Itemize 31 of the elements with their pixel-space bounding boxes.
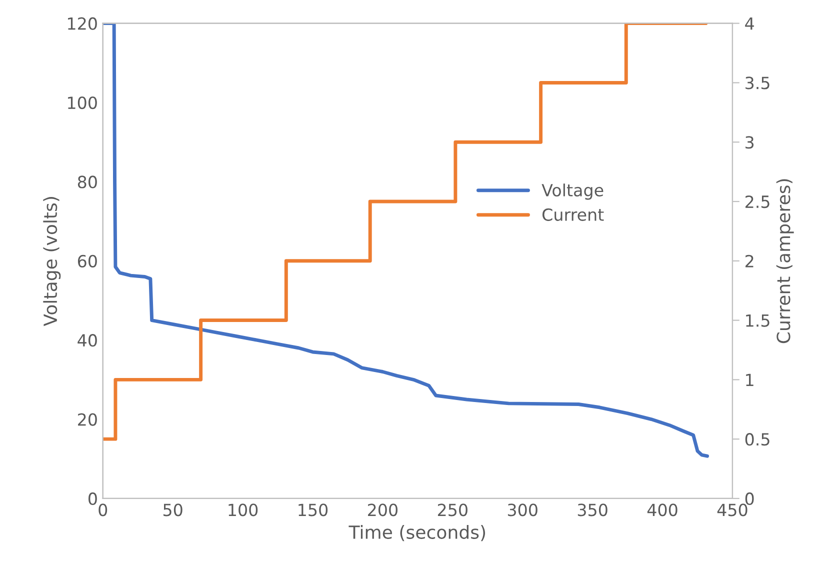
y2-tick-label: 2.5 bbox=[745, 195, 770, 208]
y-tick-label: 100 bbox=[68, 96, 97, 110]
legend-label: Current bbox=[542, 208, 604, 221]
y-tick-label: 80 bbox=[78, 176, 97, 188]
y2-tick-label: 0.5 bbox=[745, 433, 770, 446]
y2-axis-title: Current (amperes) bbox=[776, 179, 794, 344]
y2-tick-label: 3 bbox=[746, 136, 754, 149]
x-tick-label: 0 bbox=[98, 504, 108, 516]
x-tick-label: 200 bbox=[368, 504, 398, 516]
y-tick-label: 40 bbox=[78, 334, 97, 347]
y2-tick-label: 2 bbox=[745, 254, 754, 268]
y-tick-label: 60 bbox=[78, 254, 97, 268]
x-axis-title: Time (seconds) bbox=[348, 525, 486, 542]
y2-tick-label: 0 bbox=[745, 492, 754, 506]
y-axis-title: Voltage (volts) bbox=[43, 197, 61, 326]
y2-tick-label: 1 bbox=[746, 374, 754, 386]
x-tick-label: 250 bbox=[438, 504, 468, 516]
x-tick-label: 400 bbox=[647, 504, 678, 516]
x-tick-label: 100 bbox=[228, 504, 258, 516]
x-tick-label: 450 bbox=[717, 504, 748, 516]
y-tick-label: 20 bbox=[78, 413, 97, 426]
x-tick-label: 300 bbox=[508, 504, 538, 516]
x-tick-label: 150 bbox=[298, 504, 328, 516]
y2-tick-label: 4 bbox=[745, 18, 754, 30]
y-tick-label: 120 bbox=[68, 17, 97, 30]
y2-tick-label: 1.5 bbox=[746, 314, 770, 327]
y-tick-label: 0 bbox=[88, 492, 97, 506]
x-tick-label: 350 bbox=[578, 504, 608, 516]
x-tick-label: 50 bbox=[164, 504, 182, 516]
legend-label: Voltage bbox=[542, 184, 604, 200]
y2-tick-label: 3.5 bbox=[746, 76, 770, 90]
